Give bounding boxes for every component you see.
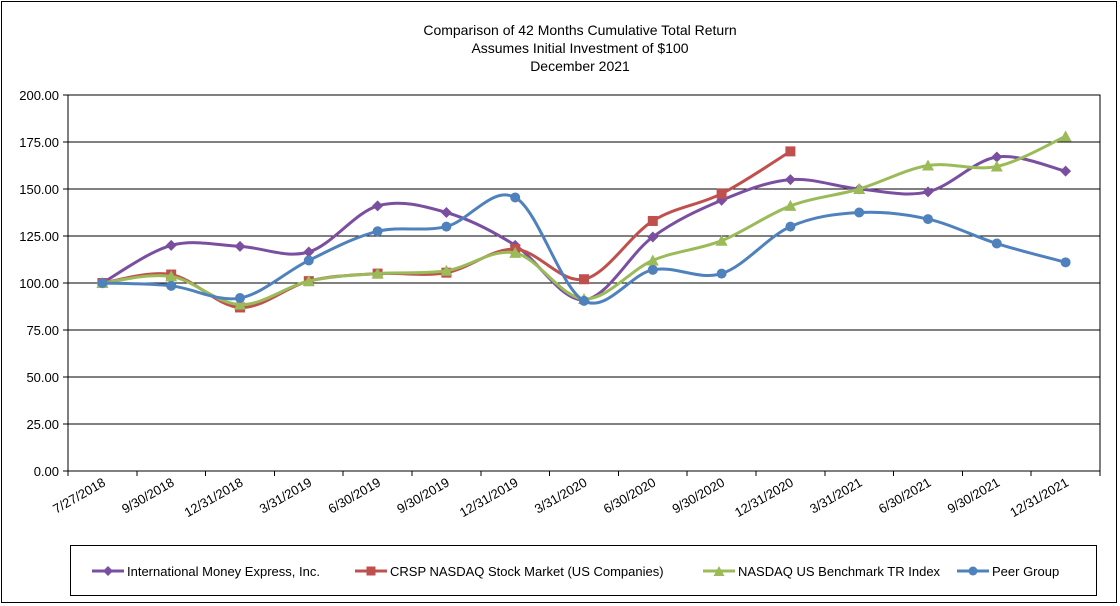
x-tick-label: 12/31/2020 [732, 475, 796, 521]
legend-item-peer: Peer Group [956, 562, 1059, 580]
legend-marker-diamond-icon [92, 566, 124, 576]
y-tick-label: 200.00 [19, 88, 59, 103]
data-point-triangle [922, 159, 934, 171]
data-point-circle [441, 221, 452, 232]
data-point-triangle [646, 254, 659, 266]
x-tick-label: 3/31/2021 [807, 475, 865, 517]
data-point-circle [166, 280, 177, 291]
legend-item-nasdaq: NASDAQ US Benchmark TR Index [702, 562, 940, 580]
data-point-triangle [165, 270, 178, 282]
data-point-triangle [509, 246, 522, 258]
x-tick-label: 6/30/2021 [876, 475, 934, 517]
x-tick-label: 9/30/2020 [670, 475, 728, 517]
data-point-square [647, 215, 658, 226]
legend-marker-square-icon [355, 566, 387, 576]
data-point-diamond [372, 200, 384, 212]
data-point-circle [923, 214, 933, 225]
legend-label-crsp: CRSP NASDAQ Stock Market (US Companies) [390, 563, 664, 579]
legend-item-intermex: International Money Express, Inc. [91, 562, 320, 580]
data-point-square [785, 146, 796, 157]
legend-label-peer: Peer Group [992, 563, 1060, 579]
data-point-circle [785, 221, 796, 232]
data-point-square [579, 274, 589, 285]
data-point-diamond [303, 246, 315, 258]
data-point-diamond [991, 151, 1003, 163]
label-layer: 0.00 25.00 50.00 75.00 100.00 125.00 150.00 175… [19, 88, 1071, 520]
data-point-circle [235, 293, 245, 304]
data-point-triangle [302, 275, 315, 287]
data-point-circle [854, 207, 865, 218]
x-tick-label: 12/31/2019 [457, 475, 521, 521]
data-point-triangle [715, 234, 728, 246]
chart-legend: International Money Express, Inc. CRSP N… [70, 545, 1097, 596]
legend-label-nasdaq: NASDAQ US Benchmark TR Index [738, 563, 941, 579]
data-point-circle [579, 295, 589, 306]
x-tick-label: 9/30/2021 [945, 475, 1003, 517]
series-line [100, 193, 1068, 305]
x-tick-label: 6/30/2019 [326, 475, 384, 517]
legend-item-crsp: CRSP NASDAQ Stock Market (US Companies) [354, 562, 664, 580]
data-point-triangle [1059, 130, 1072, 142]
data-point-circle [991, 238, 1002, 249]
data-point-circle [303, 255, 314, 266]
data-point-diamond [784, 174, 796, 186]
data-point-circle [372, 226, 383, 237]
legend-marker-triangle-icon [703, 566, 735, 576]
x-tick-label: 3/31/2020 [532, 475, 590, 517]
series-3 [97, 192, 1071, 306]
data-point-circle [510, 192, 521, 203]
data-point-triangle [990, 160, 1003, 172]
data-point-square [716, 188, 727, 199]
x-tick-label: 9/30/2019 [394, 475, 452, 517]
data-point-diamond [234, 240, 246, 252]
x-tick-label: 6/30/2020 [601, 475, 659, 517]
data-point-triangle [784, 199, 797, 211]
y-tick-label: 25.00 [26, 417, 59, 432]
data-point-circle [1060, 257, 1071, 268]
x-tick-label: 12/31/2021 [1007, 475, 1071, 521]
series-layer [96, 130, 1072, 313]
y-tick-label: 150.00 [19, 182, 59, 197]
chart-subtitle-2: December 2021 [530, 58, 630, 74]
x-tick-label: 12/31/2018 [182, 475, 246, 521]
chart-title-block: Comparison of 42 Months Cumulative Total… [0, 21, 1120, 75]
data-point-circle [716, 268, 727, 279]
data-point-circle [647, 264, 658, 275]
axis-layer [63, 94, 1101, 476]
data-point-circle [97, 278, 108, 288]
legend-label-intermex: International Money Express, Inc. [127, 563, 320, 579]
data-point-diamond [165, 239, 177, 251]
legend-marker-circle-icon [957, 566, 989, 576]
data-point-triangle [440, 264, 453, 276]
data-point-diamond [1060, 165, 1072, 177]
y-tick-label: 75.00 [26, 323, 59, 338]
data-point-diamond [922, 186, 934, 198]
x-tick-label: 3/31/2019 [257, 475, 315, 517]
chart-title: Comparison of 42 Months Cumulative Total… [423, 22, 737, 38]
data-point-triangle [234, 298, 246, 310]
y-tick-label: 0.00 [34, 464, 59, 479]
x-tick-label: 9/30/2018 [119, 475, 177, 517]
data-point-triangle [371, 267, 384, 279]
data-point-triangle [853, 183, 866, 194]
data-point-diamond [647, 231, 659, 243]
x-tick-label: 7/27/2018 [50, 475, 108, 517]
plot-area [67, 94, 1101, 472]
y-tick-label: 175.00 [19, 135, 59, 150]
y-tick-label: 125.00 [19, 229, 59, 244]
y-tick-label: 50.00 [26, 370, 59, 385]
chart-subtitle-1: Assumes Initial Investment of $100 [471, 40, 689, 56]
y-tick-label: 100.00 [19, 276, 59, 291]
data-point-diamond [440, 207, 452, 218]
